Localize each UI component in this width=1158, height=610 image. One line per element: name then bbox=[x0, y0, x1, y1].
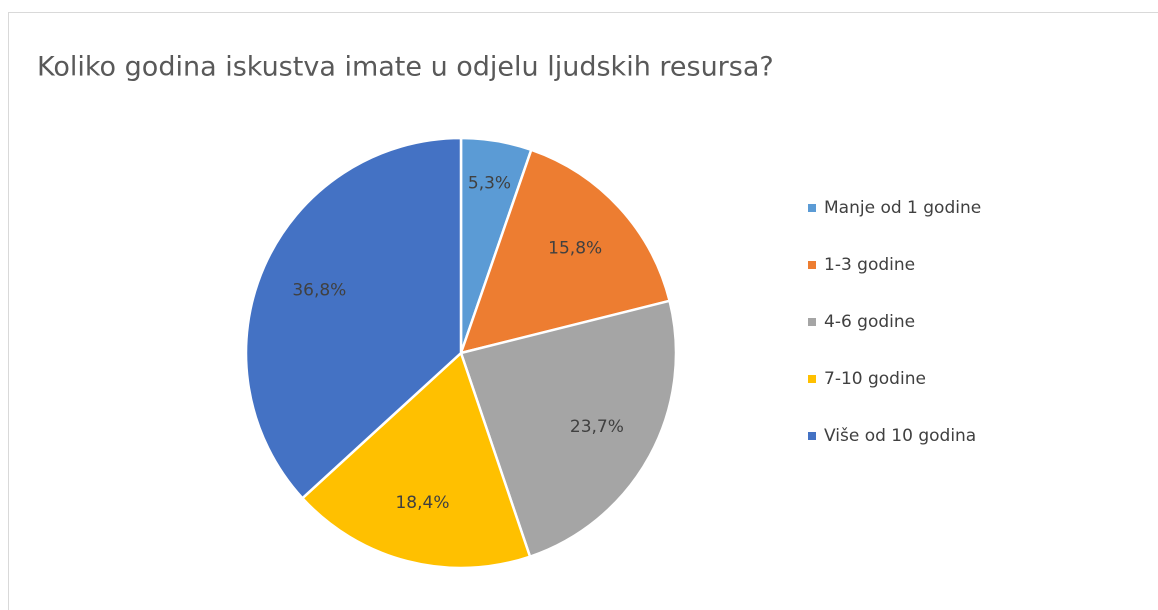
data-label: 23,7% bbox=[570, 417, 624, 437]
chart-title: Koliko godina iskustva imate u odjelu lj… bbox=[37, 52, 774, 83]
legend-label: Manje od 1 godine bbox=[824, 198, 981, 218]
legend-marker bbox=[808, 261, 816, 269]
legend-label: 4-6 godine bbox=[824, 312, 915, 332]
legend-marker bbox=[808, 204, 816, 212]
data-label: 5,3% bbox=[468, 173, 511, 193]
legend-label: 1-3 godine bbox=[824, 255, 915, 275]
pie-slice bbox=[300, 350, 532, 570]
legend-marker bbox=[808, 375, 816, 383]
legend-label: Više od 10 godina bbox=[824, 426, 976, 446]
pie-slice bbox=[244, 136, 463, 500]
pie-slice bbox=[459, 148, 672, 355]
pie-slice bbox=[459, 299, 678, 559]
legend-marker bbox=[808, 432, 816, 440]
legend-marker bbox=[808, 318, 816, 326]
data-label: 18,4% bbox=[395, 493, 449, 513]
data-label: 15,8% bbox=[548, 238, 602, 258]
data-label: 36,8% bbox=[292, 281, 346, 301]
legend-label: 7-10 godine bbox=[824, 369, 926, 389]
